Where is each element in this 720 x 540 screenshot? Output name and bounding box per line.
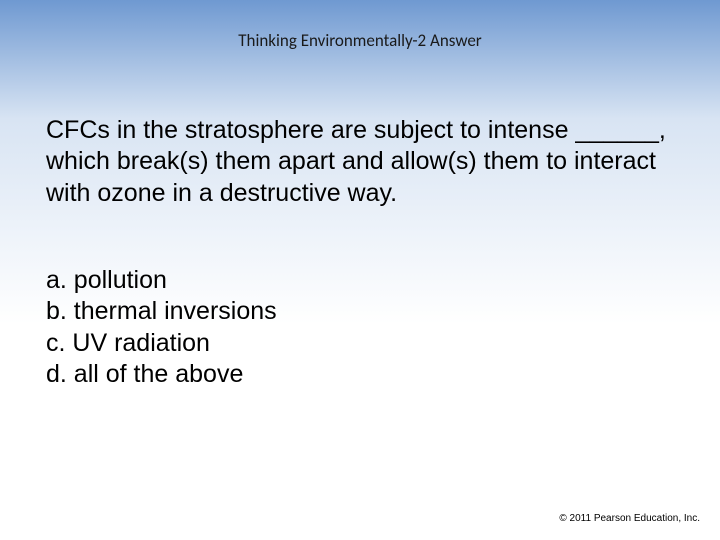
option-c: c. UV radiation — [46, 328, 674, 359]
answer-options: a. pollution b. thermal inversions c. UV… — [46, 265, 674, 390]
question-text: CFCs in the stratosphere are subject to … — [46, 115, 674, 209]
option-d: d. all of the above — [46, 359, 674, 390]
option-a: a. pollution — [46, 265, 674, 296]
option-b: b. thermal inversions — [46, 296, 674, 327]
slide: Thinking Environmentally-2 Answer CFCs i… — [0, 0, 720, 540]
slide-title: Thinking Environmentally-2 Answer — [0, 30, 720, 51]
copyright-footer: © 2011 Pearson Education, Inc. — [559, 513, 700, 524]
